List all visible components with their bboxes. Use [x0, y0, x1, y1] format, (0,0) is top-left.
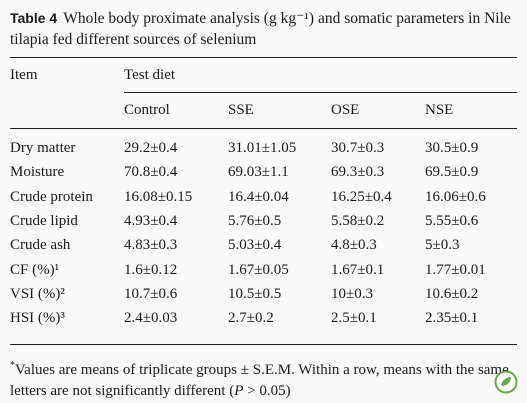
caption-label: Table 4: [10, 10, 58, 26]
cell: 16.25±0.4: [331, 188, 392, 205]
caption-text: Whole body proximate analysis (g kg⁻¹) a…: [10, 10, 511, 48]
cell: 30.7±0.3: [331, 140, 385, 156]
row-label: HSI (%)³: [10, 310, 65, 327]
row-label: VSI (%)²: [10, 285, 65, 302]
cell: 10.5±0.5: [228, 285, 282, 302]
cell: 70.8±0.4: [124, 164, 178, 181]
cell: 29.2±0.4: [124, 140, 178, 156]
cell: 5.58±0.2: [331, 212, 385, 229]
cell: 31.01±1.05: [228, 140, 297, 156]
cell: 5.55±0.6: [425, 212, 479, 229]
footnote-italic: P: [234, 383, 244, 399]
cell: 1.77±0.01: [425, 261, 486, 278]
row-label: Dry matter: [10, 140, 76, 156]
cell: 16.06±0.6: [425, 188, 486, 205]
footnote: *Values are means of triplicate groups ±…: [10, 355, 515, 402]
cell: 5.03±0.4: [228, 237, 282, 254]
cell: 10±0.3: [331, 285, 373, 302]
row-label: CF (%)¹: [10, 261, 60, 278]
cell: 69.3±0.3: [331, 164, 385, 181]
cell: 5.76±0.5: [228, 212, 282, 229]
header-rule: [10, 128, 517, 129]
row-label: Moisture: [10, 164, 65, 181]
bottom-rule: [10, 344, 517, 345]
cell: 10.7±0.6: [124, 285, 178, 302]
item-header: Item: [10, 67, 38, 83]
footnote-mark: *: [10, 360, 15, 371]
column-header: OSE: [331, 102, 360, 118]
group-rule: [124, 92, 517, 93]
column-header: NSE: [425, 102, 454, 118]
cell: 2.5±0.1: [331, 310, 377, 327]
logo-icon: [494, 370, 518, 394]
cell: 1.6±0.12: [124, 261, 178, 278]
cell: 30.5±0.9: [425, 140, 479, 156]
cell: 10.6±0.2: [425, 285, 479, 302]
cell: 4.93±0.4: [124, 212, 178, 229]
footnote-end: > 0.05): [243, 383, 291, 399]
cell: 69.03±1.1: [228, 164, 289, 181]
cell: 16.08±0.15: [124, 188, 193, 205]
group-header: Test diet: [124, 67, 176, 83]
cell: 2.4±0.03: [124, 310, 178, 327]
cell: 4.8±0.3: [331, 237, 377, 254]
cell: 2.35±0.1: [425, 310, 479, 327]
footnote-text: Values are means of triplicate groups ± …: [10, 362, 509, 399]
column-header: Control: [124, 102, 170, 118]
row-label: Crude lipid: [10, 212, 78, 229]
cell: 16.4±0.04: [228, 188, 289, 205]
caption: Table 4 Whole body proximate analysis (g …: [10, 8, 515, 50]
cell: 5±0.3: [425, 237, 460, 254]
cell: 1.67±0.05: [228, 261, 289, 278]
top-rule: [10, 57, 517, 58]
column-header: SSE: [228, 102, 254, 118]
cell: 2.7±0.2: [228, 310, 274, 327]
cell: 4.83±0.3: [124, 237, 178, 254]
cell: 69.5±0.9: [425, 164, 479, 181]
row-label: Crude protein: [10, 188, 93, 205]
cell: 1.67±0.1: [331, 261, 385, 278]
row-label: Crude ash: [10, 237, 71, 254]
